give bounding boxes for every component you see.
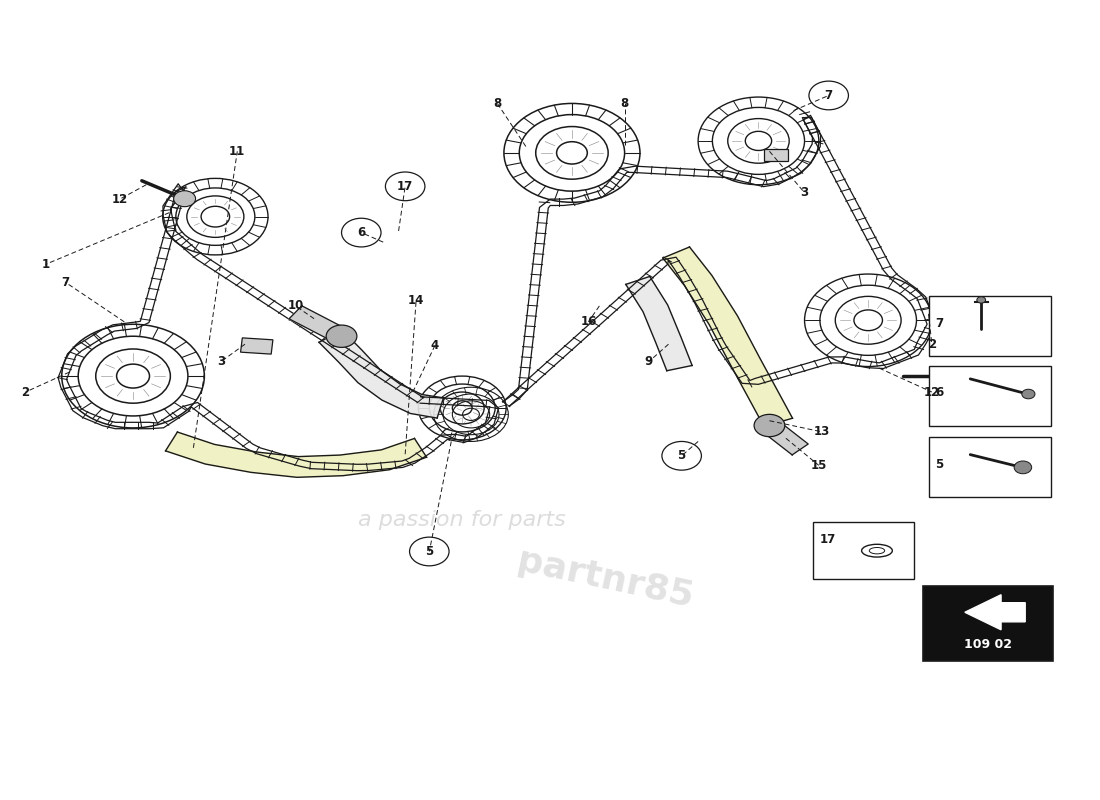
Bar [928, 438, 1052, 498]
Circle shape [174, 190, 196, 206]
Polygon shape [663, 247, 792, 426]
Bar [928, 366, 1052, 426]
Text: 109 02: 109 02 [964, 638, 1012, 651]
Text: 7: 7 [825, 89, 833, 102]
Text: 14: 14 [408, 294, 425, 307]
Circle shape [942, 368, 964, 384]
Text: 16: 16 [580, 315, 596, 328]
Polygon shape [626, 277, 692, 370]
Text: 7: 7 [935, 317, 944, 330]
Text: 11: 11 [229, 145, 245, 158]
Text: partnr85: partnr85 [514, 544, 696, 614]
Text: 13: 13 [814, 426, 830, 438]
Bar [241, 338, 273, 354]
Circle shape [1014, 461, 1032, 474]
Text: 3: 3 [801, 186, 808, 199]
Polygon shape [289, 306, 348, 342]
Text: 5: 5 [935, 458, 944, 471]
Circle shape [327, 325, 356, 347]
Polygon shape [761, 420, 808, 455]
Text: 6: 6 [935, 386, 944, 399]
Text: 2: 2 [22, 386, 30, 398]
Bar [928, 296, 1052, 356]
Text: 8: 8 [620, 97, 629, 110]
Text: 9: 9 [645, 355, 653, 368]
Text: 17: 17 [820, 533, 836, 546]
Circle shape [1022, 390, 1035, 399]
Text: 15: 15 [811, 459, 827, 472]
Text: 12: 12 [924, 386, 940, 398]
Bar [923, 586, 1053, 662]
Text: 10: 10 [287, 299, 304, 313]
Text: 4: 4 [431, 339, 439, 352]
Text: 7: 7 [60, 275, 69, 289]
Circle shape [977, 297, 986, 303]
Polygon shape [165, 432, 427, 478]
Bar [764, 149, 788, 161]
Polygon shape [965, 594, 1025, 630]
Text: 5: 5 [426, 545, 433, 558]
Text: 8: 8 [493, 97, 502, 110]
Polygon shape [319, 330, 443, 418]
Text: 2: 2 [927, 338, 936, 350]
Text: 5: 5 [678, 450, 685, 462]
Text: a passion for parts: a passion for parts [359, 510, 566, 530]
Text: 17: 17 [397, 180, 414, 193]
Text: 6: 6 [358, 226, 365, 239]
Text: 3: 3 [217, 355, 224, 368]
Circle shape [755, 414, 784, 437]
Text: 1: 1 [41, 258, 50, 271]
Text: 12: 12 [112, 193, 128, 206]
Bar [813, 522, 914, 579]
